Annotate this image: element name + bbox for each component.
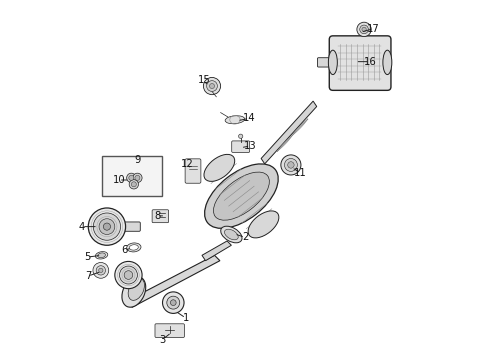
Circle shape — [131, 182, 136, 187]
Circle shape — [357, 22, 371, 37]
Ellipse shape — [96, 252, 108, 259]
Circle shape — [163, 292, 184, 314]
Ellipse shape — [205, 164, 278, 228]
Ellipse shape — [248, 211, 279, 238]
Circle shape — [93, 262, 109, 278]
Circle shape — [129, 175, 134, 180]
Text: 8: 8 — [154, 211, 160, 221]
Polygon shape — [128, 255, 220, 307]
Ellipse shape — [328, 50, 337, 75]
Circle shape — [98, 268, 103, 273]
FancyBboxPatch shape — [152, 210, 169, 223]
Ellipse shape — [225, 116, 245, 124]
Circle shape — [133, 173, 142, 183]
Text: 12: 12 — [181, 159, 194, 169]
Circle shape — [124, 271, 133, 279]
Ellipse shape — [122, 276, 146, 307]
Circle shape — [171, 300, 176, 306]
Text: 11: 11 — [294, 168, 307, 178]
Circle shape — [126, 173, 136, 183]
Circle shape — [288, 162, 294, 168]
Text: 7: 7 — [85, 271, 91, 281]
Ellipse shape — [220, 226, 242, 243]
Circle shape — [239, 134, 243, 138]
Text: 2: 2 — [242, 232, 248, 242]
Text: 3: 3 — [159, 334, 166, 345]
Circle shape — [135, 175, 140, 180]
FancyBboxPatch shape — [124, 222, 140, 231]
Circle shape — [129, 180, 139, 189]
Circle shape — [96, 266, 105, 275]
FancyBboxPatch shape — [185, 159, 201, 183]
Ellipse shape — [214, 172, 270, 220]
Text: 13: 13 — [244, 141, 257, 151]
Text: 16: 16 — [364, 57, 376, 67]
Circle shape — [362, 27, 366, 32]
Text: 15: 15 — [197, 75, 210, 85]
Circle shape — [210, 84, 215, 89]
Ellipse shape — [128, 278, 145, 300]
Ellipse shape — [127, 243, 141, 252]
Ellipse shape — [224, 229, 238, 240]
Ellipse shape — [383, 50, 392, 75]
Circle shape — [88, 208, 125, 245]
Polygon shape — [202, 241, 231, 261]
Circle shape — [115, 261, 142, 289]
Ellipse shape — [129, 245, 138, 250]
Circle shape — [281, 155, 301, 175]
Text: 14: 14 — [243, 113, 256, 123]
Ellipse shape — [98, 253, 105, 258]
Circle shape — [285, 158, 297, 171]
Polygon shape — [261, 101, 317, 164]
Text: 10: 10 — [113, 175, 125, 185]
Circle shape — [93, 213, 121, 240]
Text: 9: 9 — [134, 155, 141, 165]
Text: 4: 4 — [79, 222, 85, 231]
Circle shape — [120, 266, 137, 284]
Circle shape — [207, 81, 218, 91]
FancyBboxPatch shape — [318, 58, 335, 67]
Text: 5: 5 — [84, 252, 90, 262]
Text: 17: 17 — [367, 24, 380, 34]
Circle shape — [360, 25, 368, 34]
Circle shape — [99, 219, 115, 234]
Circle shape — [167, 296, 180, 309]
FancyBboxPatch shape — [232, 141, 250, 152]
Text: 6: 6 — [122, 245, 128, 255]
Circle shape — [103, 223, 111, 230]
Text: 1: 1 — [183, 313, 189, 323]
FancyBboxPatch shape — [329, 36, 391, 90]
Ellipse shape — [204, 154, 235, 181]
Bar — [101, 156, 162, 196]
Circle shape — [203, 77, 220, 95]
FancyBboxPatch shape — [155, 324, 184, 337]
